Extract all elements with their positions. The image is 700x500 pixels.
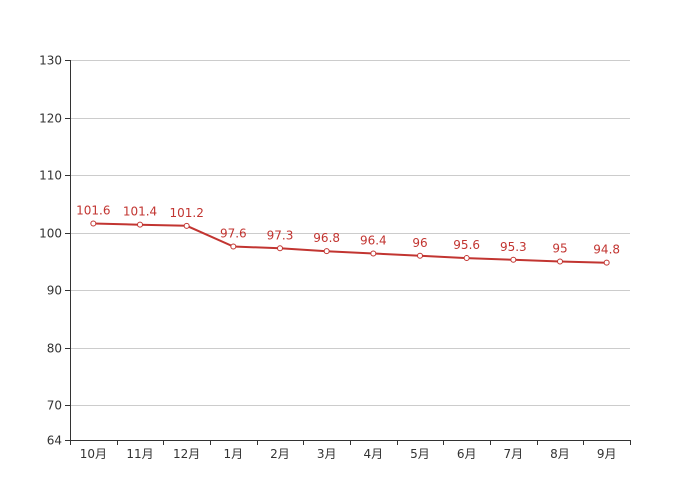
data-label: 96.8 bbox=[313, 231, 340, 245]
x-tick-label: 11月 bbox=[126, 447, 153, 461]
data-label: 96.4 bbox=[360, 233, 387, 247]
x-tick-label: 12月 bbox=[173, 447, 200, 461]
data-point bbox=[603, 259, 610, 266]
series-line bbox=[93, 222, 607, 264]
x-tick-label: 8月 bbox=[550, 447, 570, 461]
y-tick-label: 90 bbox=[47, 284, 62, 298]
y-tick-label: 100 bbox=[39, 227, 62, 241]
data-point bbox=[323, 248, 330, 255]
data-point bbox=[230, 243, 237, 250]
data-point bbox=[417, 252, 423, 259]
x-axis-ticks: 10月 11月 12月 1月 2月 3月 4月 5月 6月 7月 8月 9月 bbox=[70, 440, 631, 461]
series-line-path bbox=[93, 222, 607, 264]
data-label: 101.2 bbox=[169, 206, 203, 220]
x-tick-label: 7月 bbox=[504, 447, 524, 461]
data-label: 101.6 bbox=[76, 204, 110, 218]
data-label: 101.4 bbox=[123, 205, 157, 219]
x-tick-label: 1月 bbox=[224, 447, 244, 461]
data-point bbox=[370, 250, 377, 257]
data-label: 95 bbox=[552, 242, 567, 256]
data-label: 97.3 bbox=[267, 228, 294, 242]
x-tick-label: 3月 bbox=[317, 447, 337, 461]
data-label: 95.3 bbox=[500, 240, 527, 254]
data-point bbox=[557, 258, 563, 265]
data-point bbox=[183, 222, 190, 229]
x-tick-label: 9月 bbox=[597, 447, 617, 461]
data-point bbox=[463, 255, 470, 262]
data-labels: 101.6 101.4 101.2 97.6 97.3 96.8 96.4 96 95.6 95.… bbox=[76, 204, 620, 257]
data-label: 96 bbox=[412, 236, 427, 250]
data-point bbox=[510, 256, 517, 263]
y-tick-label: 130 bbox=[39, 54, 62, 68]
x-tick-label: 5月 bbox=[410, 447, 430, 461]
y-tick-label: 80 bbox=[47, 342, 62, 356]
y-tick-label: 64 bbox=[47, 434, 62, 448]
data-label: 94.8 bbox=[593, 243, 620, 257]
y-tick-label: 70 bbox=[47, 399, 62, 413]
x-tick-label: 4月 bbox=[364, 447, 384, 461]
y-axis-ticks: 64 70 80 90 100 110 120 130 bbox=[39, 54, 70, 448]
y-tick-label: 120 bbox=[39, 112, 62, 126]
data-points bbox=[90, 220, 610, 266]
y-tick-label: 110 bbox=[39, 169, 62, 183]
x-tick-label: 10月 bbox=[80, 447, 107, 461]
axes bbox=[70, 60, 630, 441]
data-label: 97.6 bbox=[220, 227, 247, 241]
x-tick-label: 6月 bbox=[457, 447, 477, 461]
data-point bbox=[137, 221, 143, 228]
x-tick-label: 2月 bbox=[270, 447, 290, 461]
data-point bbox=[90, 220, 97, 227]
grid-lines bbox=[70, 60, 630, 406]
data-point bbox=[277, 245, 283, 252]
data-label: 95.6 bbox=[453, 238, 480, 252]
